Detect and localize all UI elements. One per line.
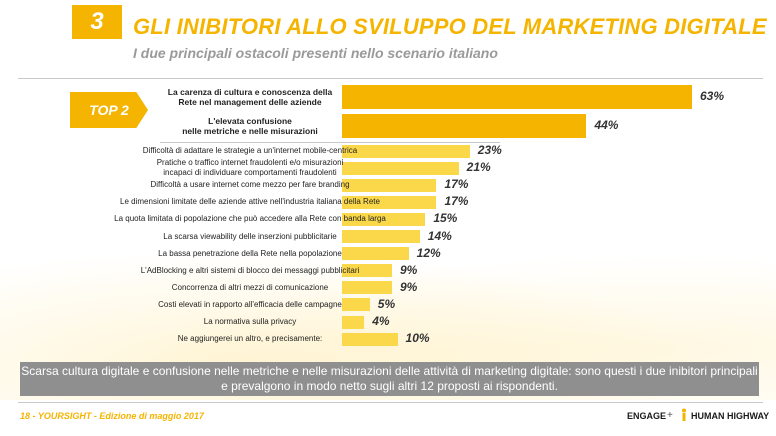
other-category-label-1-line-1: incapaci di individuare comportamenti fr… <box>163 168 337 178</box>
other-value-label-5: 14% <box>427 228 452 243</box>
other-category-label-0-line-0: Difficoltà di adattare le strategie a un… <box>142 146 358 155</box>
other-category-label-10: La normativa sulla privacy <box>85 317 415 327</box>
other-category-label-0: Difficoltà di adattare le strategie a un… <box>85 146 415 156</box>
top2-badge-label: TOP 2 <box>89 102 129 118</box>
other-bar-6 <box>342 247 409 261</box>
other-category-label-1-line-0: Pratiche o traffico internet fraudolenti… <box>156 158 344 168</box>
other-value-label-11: 10% <box>405 331 430 346</box>
top-bar-1 <box>342 114 587 138</box>
header-divider <box>18 78 763 79</box>
other-bar-0 <box>342 144 470 158</box>
other-bar-4 <box>342 212 426 226</box>
other-category-label-3-line-0: Le dimensioni limitate delle aziende att… <box>120 197 380 207</box>
footer-divider <box>18 402 763 403</box>
other-category-label-2-line-0: Difficoltà a usare internet come mezzo p… <box>150 180 350 190</box>
other-value-label-2: 17% <box>444 177 469 192</box>
other-bar-3 <box>342 195 437 209</box>
top-category-label-0-line-0: La carenza di cultura e conoscenza della <box>167 87 333 97</box>
section-number: 3 <box>72 5 122 39</box>
other-value-label-10: 4% <box>372 314 390 328</box>
other-value-label-1: 21% <box>466 160 491 175</box>
other-category-label-7: L'AdBlocking e altri sistemi di blocco d… <box>85 266 415 276</box>
other-bar-9 <box>342 298 370 312</box>
other-value-label-4: 15% <box>433 211 458 226</box>
page-subtitle: I due principali ostacoli presenti nello… <box>133 45 498 61</box>
other-value-label-0: 23% <box>477 143 502 157</box>
other-value-label-7: 9% <box>400 262 418 277</box>
other-category-label-1: Pratiche o traffico internet fraudolenti… <box>85 158 415 178</box>
other-bar-2 <box>342 178 437 192</box>
top2-badge <box>70 92 148 128</box>
human-highway-logo-icon <box>682 408 686 421</box>
top-value-label-0: 63% <box>700 89 725 103</box>
page-title: GLI INIBITORI ALLO SVILUPPO DEL MARKETIN… <box>133 14 767 39</box>
other-value-label-8: 9% <box>400 279 418 294</box>
other-value-label-6: 12% <box>416 245 441 260</box>
top-category-label-0-line-1: Rete nel management delle aziende <box>178 97 322 107</box>
other-category-label-9: Costi elevati in rapporto all'efficacia … <box>85 300 415 310</box>
other-category-label-6: La bassa penetrazione della Rete nella p… <box>85 249 415 259</box>
other-category-label-7-line-0: L'AdBlocking e altri sistemi di blocco d… <box>140 265 360 275</box>
top-group-divider <box>160 142 500 143</box>
top-bar-0 <box>342 85 692 109</box>
other-category-label-3: Le dimensioni limitate delle aziende att… <box>85 197 415 207</box>
engage-logo: ENGAGE <box>627 411 667 421</box>
other-category-label-5: La scarsa viewability delle inserzioni p… <box>85 232 415 242</box>
other-category-label-4: La quota limitata di popolazione che può… <box>85 214 415 224</box>
other-bar-11 <box>342 332 398 346</box>
other-bar-1 <box>342 161 459 175</box>
top-category-label-1-line-0: L'elevata confusione <box>208 116 292 126</box>
other-category-label-8: Concorrenza di altri mezzi di comunicazi… <box>85 283 415 293</box>
summary-box: Scarsa cultura digitale e confusione nel… <box>20 362 759 396</box>
other-bar-5 <box>342 230 420 243</box>
other-category-label-2: Difficoltà a usare internet come mezzo p… <box>85 180 415 190</box>
other-category-label-8-line-0: Concorrenza di altri mezzi di comunicazi… <box>171 282 329 292</box>
logo-plus: + <box>667 410 673 421</box>
footer-source: 18 - YOURSIGHT - Edizione di maggio 2017 <box>20 411 204 421</box>
top-category-label-1-line-1: nelle metriche e nelle misurazioni <box>182 126 318 136</box>
other-category-label-6-line-0: La bassa penetrazione della Rete nella p… <box>158 248 342 258</box>
other-bar-10 <box>342 315 365 329</box>
other-bar-7 <box>342 264 392 278</box>
other-value-label-3: 17% <box>444 194 469 209</box>
other-value-label-9: 5% <box>377 296 396 311</box>
other-bar-8 <box>342 281 392 295</box>
other-category-label-11-line-0: Ne aggiungerei un altro, e precisamente: <box>177 334 323 344</box>
top-category-label-1: L'elevata confusione nelle metriche e nel… <box>85 116 415 136</box>
top-category-label-0: La carenza di cultura e conoscenza della… <box>85 87 415 107</box>
other-category-label-4-line-0: La quota limitata di popolazione che può… <box>114 214 386 224</box>
other-category-label-11: Ne aggiungerei un altro, e precisamente: <box>85 334 415 344</box>
other-category-label-10-line-0: La normativa sulla privacy <box>203 317 297 326</box>
other-category-label-9-line-0: Costi elevati in rapporto all'efficacia … <box>158 299 342 309</box>
top-value-label-1: 44% <box>594 118 619 132</box>
other-category-label-5-line-0: La scarsa viewability delle inserzioni p… <box>163 231 337 241</box>
human-highway-logo: HUMAN HIGHWAY <box>691 411 770 421</box>
